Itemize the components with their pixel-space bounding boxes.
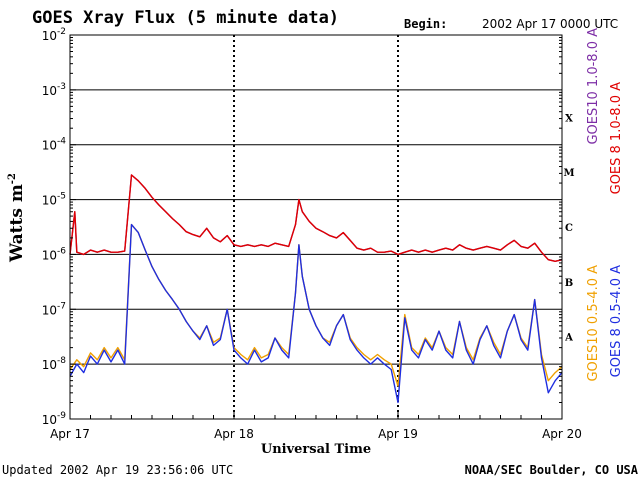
y-tick-exp: -4 <box>57 137 66 147</box>
flare-class-label: M <box>563 168 574 179</box>
y-axis-label: Watts m-2 <box>7 173 27 263</box>
legend-entry: GOES10 1.0-8.0 A <box>586 28 601 145</box>
y-tick-base: 10 <box>42 84 57 98</box>
y-tick-base: 10 <box>42 413 57 427</box>
y-tick-exp: -5 <box>57 192 66 202</box>
series-layer <box>69 174 563 404</box>
begin-value: 2002 Apr 17 0000 UTC <box>482 17 618 31</box>
x-tick-label: Apr 18 <box>214 427 254 441</box>
y-tick-label: 10-8 <box>42 356 67 372</box>
y-tick-label: 10-4 <box>42 137 67 153</box>
y-tick-base: 10 <box>42 194 57 208</box>
y-tick-base: 10 <box>42 303 57 317</box>
legend: GOES10 1.0-8.0 A GOES 8 1.0-8.0 A GOES10 0… <box>586 28 624 382</box>
series-line <box>69 174 563 262</box>
footer-updated: Updated 2002 Apr 19 23:56:06 UTC <box>2 463 233 477</box>
y-tick-base: 10 <box>42 358 57 372</box>
legend-entry: GOES 8 0.5-4.0 A <box>609 265 624 377</box>
footer-source: NOAA/SEC Boulder, CO USA <box>465 463 639 477</box>
y-tick-label: 10-9 <box>42 411 67 427</box>
x-axis-ticks: Apr 17 Apr 18 Apr 19 Apr 20 <box>50 411 582 441</box>
x-tick-label: Apr 20 <box>542 427 582 441</box>
legend-entry: GOES 8 1.0-8.0 A <box>609 82 624 194</box>
y-tick-exp: -6 <box>57 246 66 256</box>
footer-updated-label: Updated <box>2 463 53 477</box>
flare-class-labels: X M C B A <box>563 113 574 343</box>
x-tick-label: Apr 19 <box>378 427 418 441</box>
y-tick-label: 10-5 <box>42 192 66 208</box>
flare-class-label: C <box>565 223 573 234</box>
y-tick-label: 10-2 <box>42 27 66 43</box>
y-axis-ticks: 10-210-310-410-510-610-710-810-9 <box>42 27 562 427</box>
series-line <box>69 223 563 404</box>
x-axis-label: Universal Time <box>261 442 371 457</box>
y-tick-exp: -9 <box>57 411 66 421</box>
series-line <box>69 223 563 387</box>
y-tick-exp: -8 <box>57 356 66 366</box>
y-tick-base: 10 <box>42 248 57 262</box>
y-tick-exp: -3 <box>57 82 66 92</box>
y-tick-label: 10-7 <box>42 301 66 317</box>
legend-entry: GOES10 0.5-4.0 A <box>586 265 601 382</box>
y-tick-exp: -2 <box>57 27 66 37</box>
y-tick-base: 10 <box>42 139 57 153</box>
y-axis-label-text: Watts m <box>7 184 27 263</box>
begin-label: Begin: <box>404 17 447 31</box>
flare-class-label: B <box>565 278 573 289</box>
plot-frame <box>69 34 563 420</box>
chart-title: GOES Xray Flux (5 minute data) <box>32 8 339 28</box>
x-tick-label: Apr 17 <box>50 427 90 441</box>
flare-class-label: A <box>564 333 573 344</box>
y-tick-label: 10-6 <box>42 246 67 262</box>
y-tick-label: 10-3 <box>42 82 66 98</box>
y-tick-base: 10 <box>42 29 57 43</box>
y-axis-label-exponent: -2 <box>7 173 18 184</box>
footer-updated-value: 2002 Apr 19 23:56:06 UTC <box>60 463 233 477</box>
flare-class-label: X <box>565 113 573 124</box>
grid-lines <box>70 34 562 420</box>
y-tick-exp: -7 <box>57 301 66 311</box>
